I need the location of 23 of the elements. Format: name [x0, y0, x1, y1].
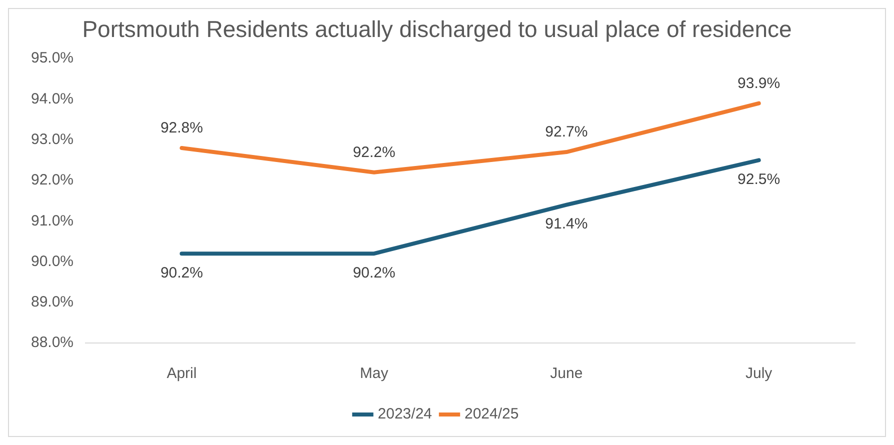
legend-label: 2024/25	[464, 406, 519, 423]
data-label: 92.8%	[160, 120, 203, 137]
y-tick-label: 93.0%	[30, 131, 74, 148]
data-label: 92.5%	[738, 170, 780, 188]
y-tick-label: 92.0%	[30, 172, 74, 189]
x-tick-label: May	[360, 365, 389, 382]
data-label: 93.9%	[738, 74, 780, 92]
y-tick-label: 94.0%	[30, 90, 74, 108]
data-label: 90.2%	[160, 264, 203, 282]
y-tick-label: 91.0%	[30, 212, 74, 230]
chart-title: Portsmouth Residents actually discharged to usual place of residence	[82, 16, 792, 42]
data-label: 92.2%	[352, 144, 396, 161]
data-label: 91.4%	[545, 216, 588, 233]
y-tick-label: 88.0%	[30, 334, 74, 352]
y-tick-label: 90.0%	[30, 252, 74, 270]
x-tick-label: April	[166, 365, 197, 382]
y-tick-label: 89.0%	[30, 294, 74, 311]
data-label: 90.2%	[352, 264, 396, 282]
x-tick-label: June	[550, 365, 583, 382]
y-tick-label: 95.0%	[30, 50, 74, 67]
x-tick-label: July	[745, 365, 773, 382]
legend-label: 2023/24	[378, 406, 432, 423]
data-label: 92.7%	[545, 124, 588, 141]
